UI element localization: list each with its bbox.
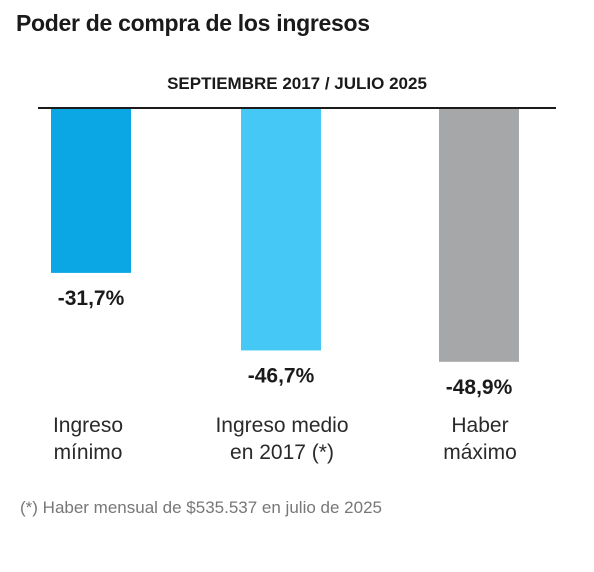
bar-1 <box>51 109 131 273</box>
chart-subtitle: SEPTIEMBRE 2017 / JULIO 2025 <box>167 74 427 93</box>
bar-value-label-3: -48,9% <box>446 376 513 399</box>
bar-3 <box>439 109 519 362</box>
chart-title: Poder de compra de los ingresos <box>16 10 370 36</box>
category-label-2-line-1: Ingreso medio <box>215 414 348 437</box>
category-label-3-line-2: máximo <box>443 441 517 464</box>
bar-value-label-1: -31,7% <box>58 287 125 310</box>
footnote: (*) Haber mensual de $535.537 en julio d… <box>20 498 382 517</box>
category-label-1-line-2: mínimo <box>54 441 123 464</box>
category-label-2-line-2: en 2017 (*) <box>230 441 334 464</box>
bar-2 <box>241 109 321 351</box>
bar-value-label-2: -46,7% <box>248 364 315 387</box>
category-label-1-line-1: Ingreso <box>53 414 123 437</box>
bar-chart: -31,7% Ingreso mínimo -46,7% Ingreso medio en… <box>38 107 556 464</box>
category-label-3-line-1: Haber <box>451 414 508 437</box>
